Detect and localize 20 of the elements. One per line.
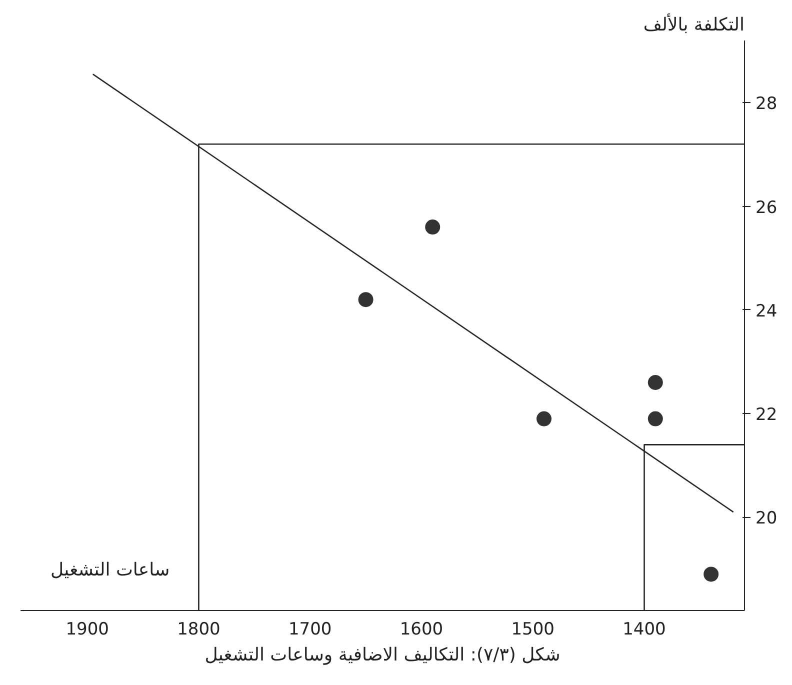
point xyxy=(704,566,719,582)
point xyxy=(648,375,663,390)
point xyxy=(536,411,552,426)
y-tick-label: 22 xyxy=(756,405,778,426)
x-tick-label: 1700 xyxy=(288,620,332,640)
y-tick-label: 20 xyxy=(756,508,778,529)
y-tick-label: 28 xyxy=(756,94,778,114)
x-tick-label: 1500 xyxy=(511,620,555,640)
text: شكل (٧/٣): التكاليف الاضافية وساعات التشغيل xyxy=(204,644,560,666)
x-tick-label: 1600 xyxy=(400,620,444,640)
y-axis-title: التكلفة بالألف xyxy=(643,12,744,36)
point xyxy=(648,411,663,426)
x-tick-label: 1400 xyxy=(622,620,666,640)
x-axis-title: ساعات التشغيل xyxy=(50,560,170,580)
y-tick-label: 24 xyxy=(756,301,778,322)
y-tick-label: 26 xyxy=(756,198,778,218)
point xyxy=(425,220,440,235)
x-tick-label: 1900 xyxy=(66,620,109,640)
point xyxy=(358,292,374,308)
x-tick-label: 1800 xyxy=(177,620,220,640)
